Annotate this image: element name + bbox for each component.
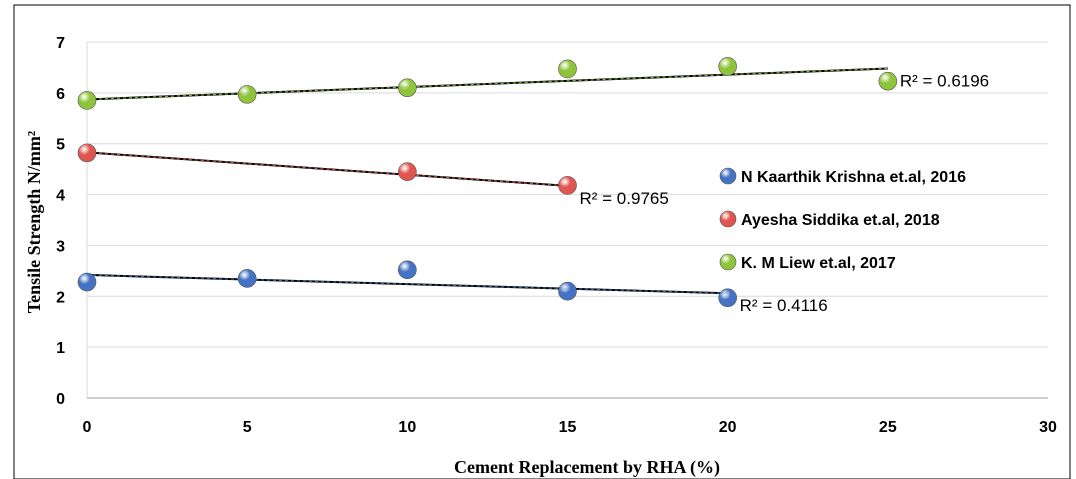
trendline-dash bbox=[86, 151, 568, 187]
data-point bbox=[398, 260, 417, 280]
r2-label: R² = 0.6196 bbox=[900, 71, 989, 90]
data-point bbox=[237, 85, 257, 104]
tick-labels: 0 1 2 3 4 5 6 7 0 5 10 15 20 25 30 bbox=[56, 35, 1057, 436]
x-tick-label: 15 bbox=[559, 419, 577, 436]
data-point bbox=[237, 269, 257, 288]
legend: N Kaarthik Krishna et.al, 2016 Ayesha Sid… bbox=[719, 167, 966, 272]
y-axis-title: Tensile Strength N/mm² bbox=[24, 131, 44, 313]
r2-label: R² = 0.4116 bbox=[740, 296, 828, 315]
y-tick-label: 7 bbox=[56, 35, 65, 52]
data-points bbox=[77, 57, 898, 308]
x-axis-title: Cement Replacement by RHA (%) bbox=[454, 457, 720, 478]
x-tick-label: 0 bbox=[83, 419, 92, 436]
x-tick-label: 5 bbox=[243, 419, 252, 436]
y-tick-label: 5 bbox=[56, 137, 65, 154]
x-tick-label: 30 bbox=[1039, 419, 1057, 436]
y-tick-label: 3 bbox=[56, 238, 65, 255]
data-point bbox=[398, 78, 417, 98]
data-point bbox=[718, 288, 737, 308]
y-tick-label: 6 bbox=[56, 86, 65, 103]
x-tick-label: 10 bbox=[398, 419, 416, 436]
legend-marker bbox=[719, 253, 737, 271]
data-point bbox=[558, 281, 577, 301]
trendline-dash bbox=[86, 274, 728, 294]
legend-marker bbox=[719, 210, 737, 228]
x-tick-label: 20 bbox=[719, 419, 737, 436]
legend-entry: K. M Liew et.al, 2017 bbox=[741, 255, 896, 272]
data-point bbox=[77, 272, 97, 292]
r2-label: R² = 0.9765 bbox=[580, 189, 669, 208]
data-point bbox=[77, 143, 97, 163]
data-point bbox=[558, 176, 577, 195]
trendlines bbox=[86, 67, 888, 295]
legend-marker bbox=[719, 167, 737, 185]
data-point bbox=[878, 71, 898, 91]
x-tick-label: 25 bbox=[879, 419, 897, 436]
legend-entry: Ayesha Siddika et.al, 2018 bbox=[741, 212, 940, 229]
y-tick-label: 4 bbox=[56, 188, 65, 205]
legend-entry: N Kaarthik Krishna et.al, 2016 bbox=[741, 169, 966, 186]
data-point bbox=[718, 57, 737, 76]
data-point bbox=[558, 59, 577, 79]
y-tick-label: 2 bbox=[56, 289, 65, 306]
trendline-dash bbox=[86, 67, 888, 100]
y-tick-label: 1 bbox=[56, 340, 65, 357]
data-point bbox=[77, 91, 97, 110]
r2-labels: R² = 0.4116 R² = 0.9765 R² = 0.6196 bbox=[580, 71, 990, 315]
y-tick-label: 0 bbox=[56, 391, 65, 408]
data-point bbox=[398, 162, 417, 181]
